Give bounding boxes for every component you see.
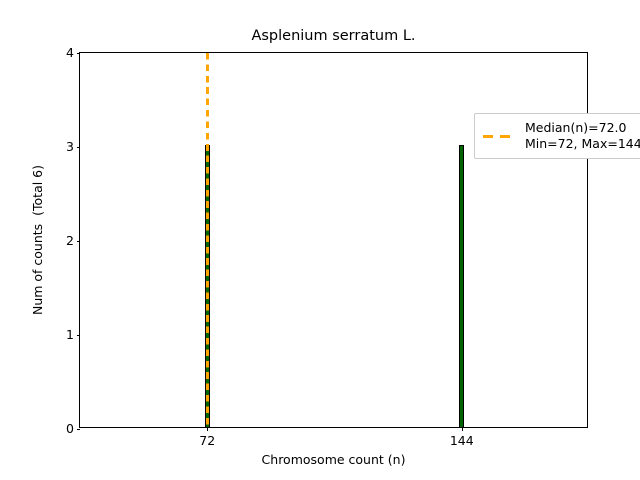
y-tick-mark — [76, 429, 80, 430]
legend-item-range: Min=72, Max=144 — [525, 136, 640, 151]
y-tick-label: 4 — [66, 44, 74, 60]
x-tick-label: 144 — [449, 433, 474, 448]
y-tick-label: 1 — [66, 326, 74, 342]
y-tick-label: 0 — [66, 420, 74, 436]
y-tick-mark — [76, 53, 80, 54]
chart-title: Asplenium serratum L. — [251, 28, 416, 44]
chart-legend: Median(n)=72.0 Min=72, Max=144 — [474, 113, 640, 159]
legend-item-median: Median(n)=72.0 — [525, 120, 627, 135]
plot-axes: 0 1 2 3 4 72 144 Median(n)=72.0 Min=72, Max=1… — [66, 46, 640, 447]
median-line-swatch-icon — [483, 134, 517, 138]
y-tick-mark — [76, 241, 80, 242]
y-tick-label: 3 — [66, 138, 74, 154]
y-tick-mark — [76, 335, 80, 336]
legend-text: Median(n)=72.0 Min=72, Max=144 — [525, 120, 640, 152]
x-tick-mark — [207, 427, 209, 431]
median-line — [205, 53, 209, 427]
bar-144 — [459, 145, 465, 427]
y-tick-mark — [76, 147, 80, 148]
x-tick-mark — [461, 427, 463, 431]
y-tick-label: 2 — [66, 232, 74, 248]
y-axis-label: Num of counts (Total 6) — [30, 164, 45, 316]
plot-area — [80, 53, 587, 427]
x-tick-label: 72 — [199, 433, 216, 448]
x-axis-label: Chromosome count (n) — [261, 452, 406, 467]
